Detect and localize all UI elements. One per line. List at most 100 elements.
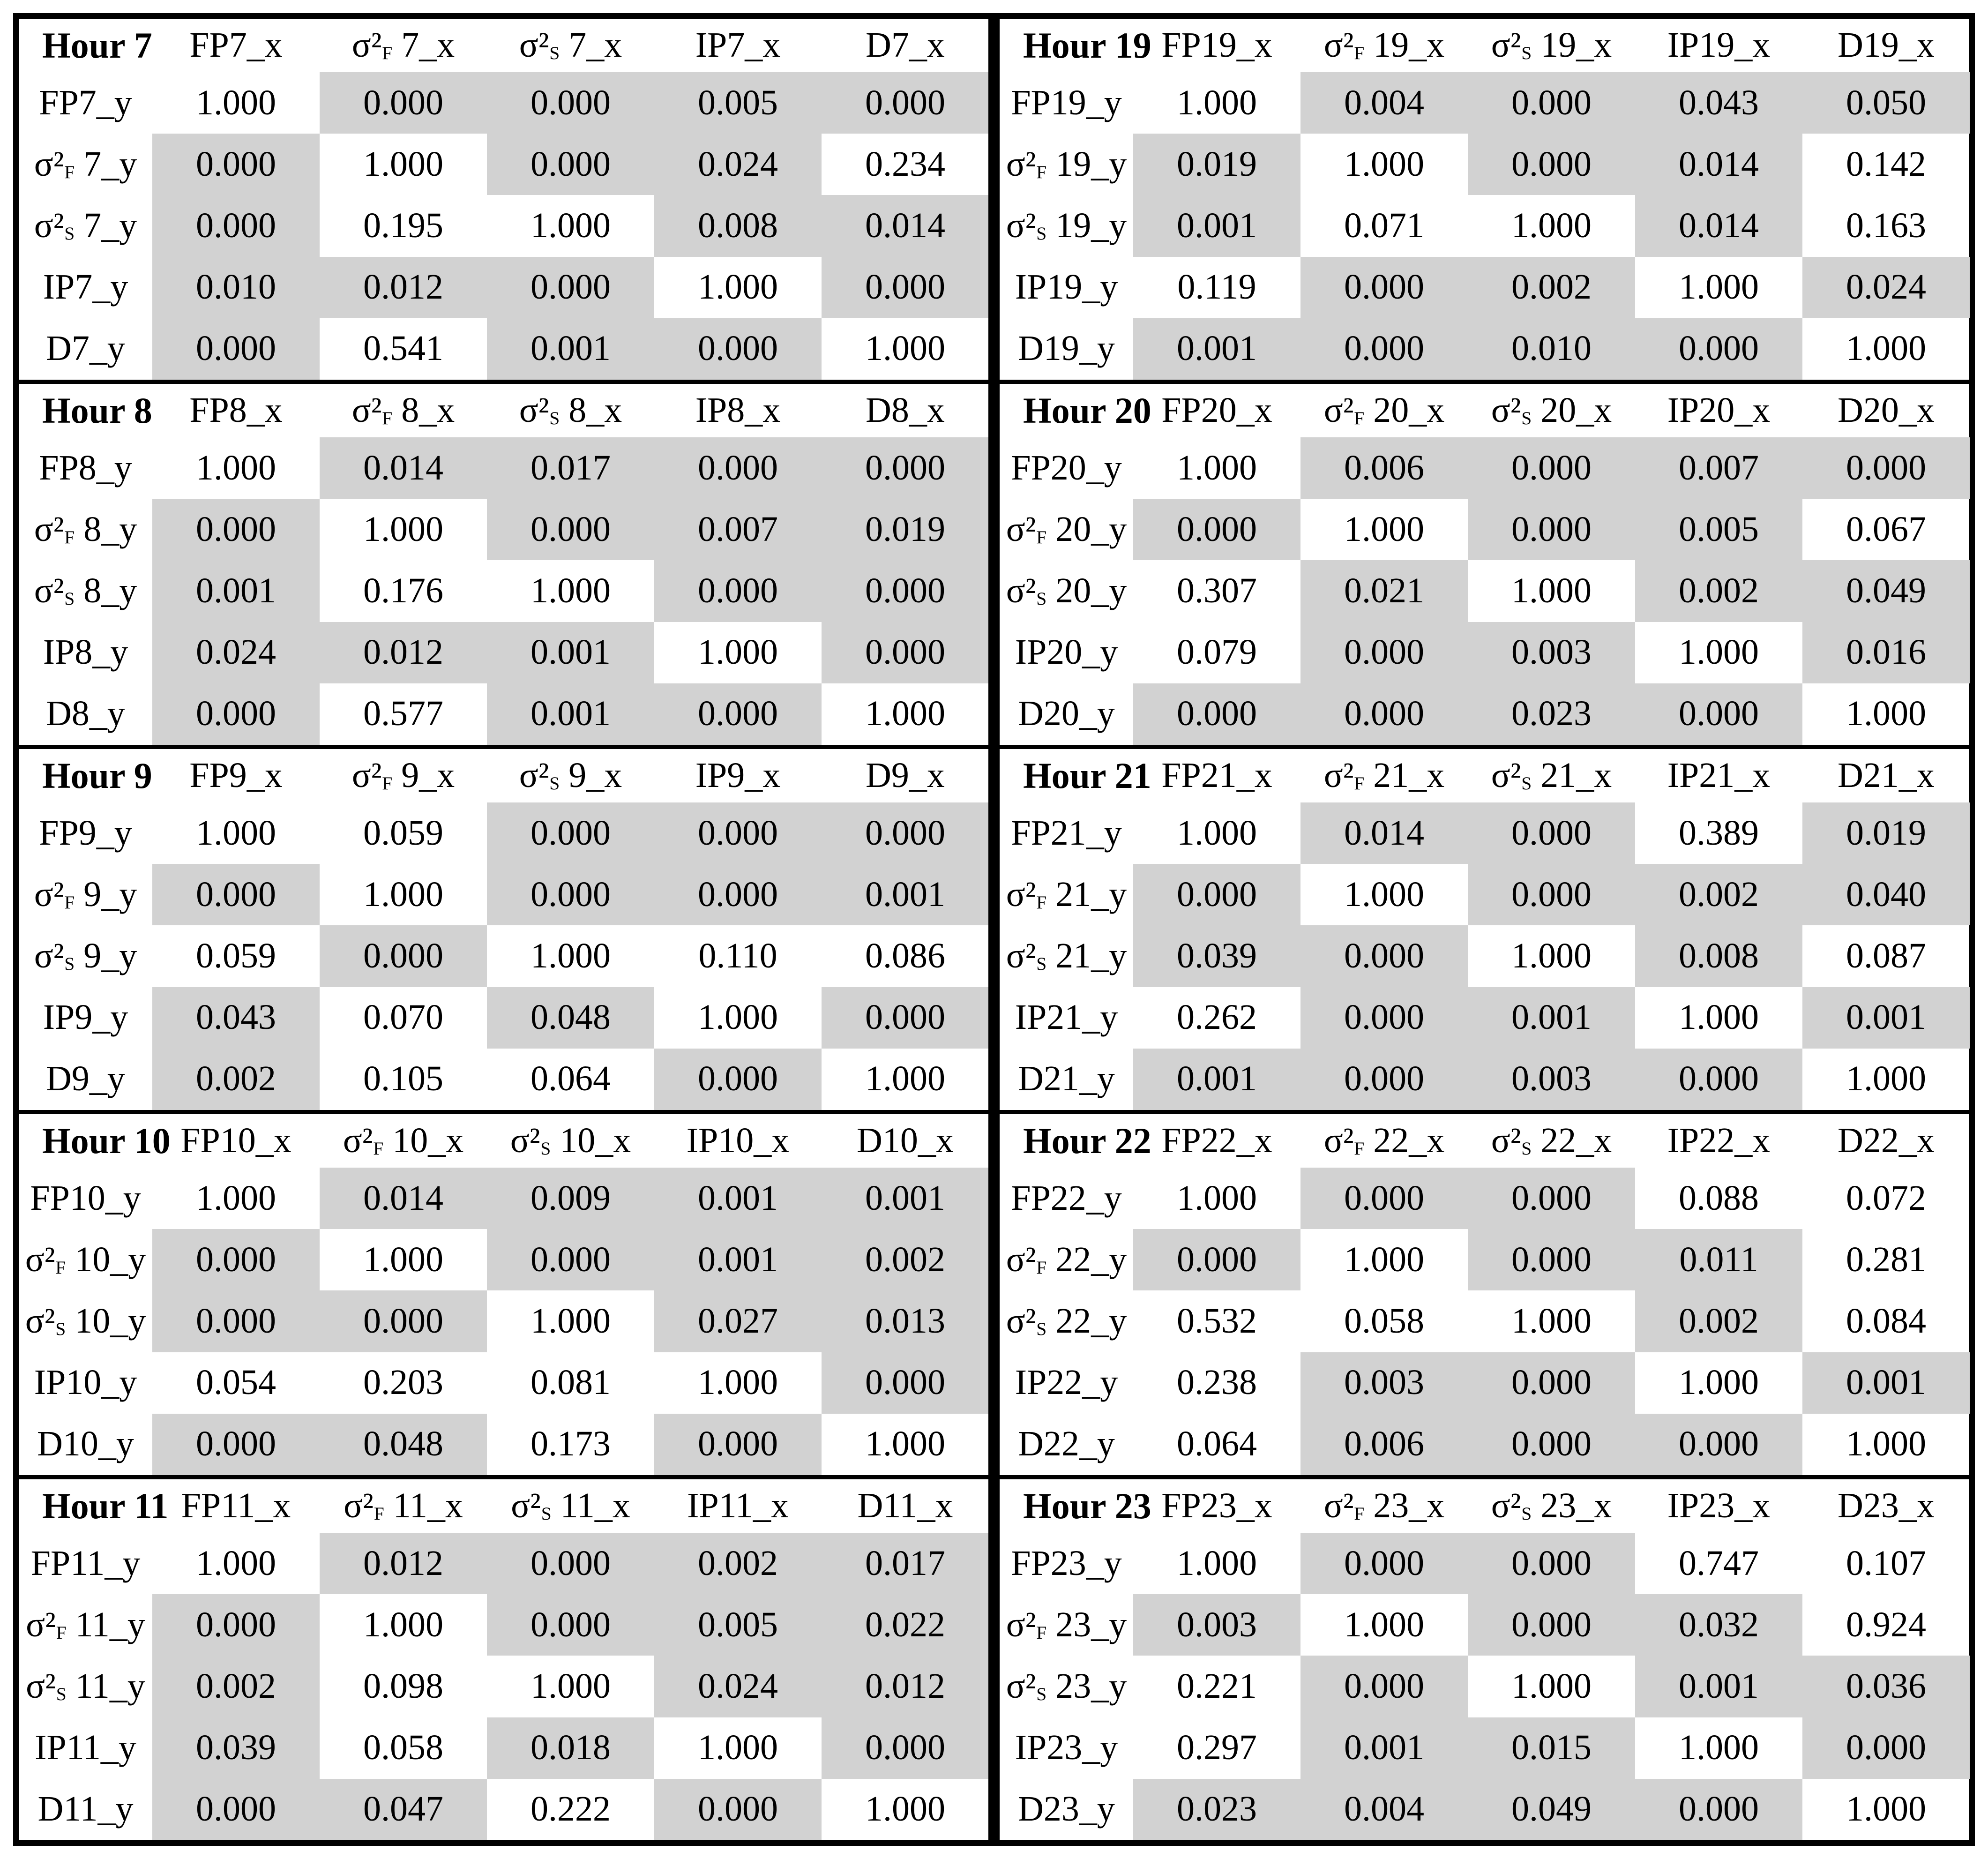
value-cell: 1.000 — [865, 694, 945, 734]
column-header: IP21_x — [1667, 756, 1771, 795]
value-cell: 1.000 — [196, 813, 276, 853]
column-header: FP22_x — [1161, 1121, 1272, 1161]
value-cell: 0.001 — [1802, 987, 1970, 1049]
value-cell: 0.010 — [1468, 318, 1635, 380]
column-header: FP23_x — [1161, 1486, 1272, 1526]
value-cell: 0.007 — [1635, 437, 1802, 499]
value-cell: 0.000 — [1300, 1168, 1468, 1229]
column-header: FP10_x — [180, 1121, 291, 1161]
value-cell: 0.004 — [1300, 1778, 1468, 1840]
value-cell: 1.000 — [1177, 448, 1257, 487]
header-row: Hour 10 FP10_x σ²F 10_x σ²S 10_x IP10_x D10_x — [19, 1114, 989, 1168]
data-row: IP7_y 0.010 0.012 0.000 1.000 0.000 — [19, 256, 989, 318]
value-cell: 0.000 — [1133, 1229, 1300, 1291]
value-cell: 1.000 — [698, 1728, 778, 1768]
value-cell: 0.011 — [1635, 1229, 1802, 1291]
row-label: FP20_y — [1011, 448, 1122, 487]
sigma-subscript: S — [1036, 223, 1047, 244]
sigma-subscript: F — [1036, 526, 1047, 547]
block-row: Hour 7 FP7_x σ²F 7_x σ²S 7_x IP7_x D7_x FP7_y 1… — [19, 19, 1970, 380]
row-label: D7_y — [46, 329, 125, 368]
value-cell: 0.019 — [822, 499, 989, 561]
value-cell: 0.203 — [363, 1363, 443, 1402]
row-label: FP10_y — [30, 1178, 141, 1218]
header-row: Hour 20 FP20_x σ²F 20_x σ²S 20_x IP20_x D20_x — [1000, 384, 1970, 437]
sigma-subscript: S — [1036, 1683, 1047, 1704]
value-cell: 0.000 — [152, 1413, 320, 1475]
value-cell: 0.000 — [1468, 1168, 1635, 1229]
data-row: FP7_y 1.000 0.000 0.000 0.005 0.000 — [19, 72, 989, 134]
row-label: σ²S 21_y — [1006, 936, 1127, 976]
data-row: σ²F 21_y 0.000 1.000 0.000 0.002 0.040 — [1000, 864, 1970, 926]
value-cell: 0.577 — [363, 694, 443, 734]
data-row: σ²F 8_y 0.000 1.000 0.000 0.007 0.019 — [19, 499, 989, 561]
value-cell: 0.064 — [1177, 1424, 1257, 1464]
value-cell: 0.000 — [822, 256, 989, 318]
value-cell: 0.000 — [1468, 802, 1635, 864]
value-cell: 1.000 — [531, 936, 611, 976]
value-cell: 0.001 — [1468, 987, 1635, 1049]
row-label: D22_y — [1018, 1424, 1115, 1464]
sigma-subscript: S — [1521, 1138, 1532, 1159]
sigma-subscript: S — [1521, 42, 1532, 63]
data-row: σ²S 10_y 0.000 0.000 1.000 0.027 0.013 — [19, 1290, 989, 1352]
column-header: σ²S 7_x — [519, 25, 622, 65]
value-cell: 1.000 — [1679, 267, 1759, 307]
value-cell: 0.000 — [654, 683, 822, 745]
value-cell: 0.000 — [152, 1229, 320, 1291]
value-cell: 1.000 — [1177, 1543, 1257, 1583]
value-cell: 0.000 — [1300, 1048, 1468, 1110]
header-row: Hour 21 FP21_x σ²F 21_x σ²S 21_x IP21_x D21_x — [1000, 749, 1970, 802]
value-cell: 1.000 — [1344, 509, 1424, 549]
value-cell: 0.012 — [320, 622, 487, 683]
value-cell: 1.000 — [1679, 1363, 1759, 1402]
value-cell: 0.173 — [531, 1424, 611, 1464]
value-cell: 0.234 — [865, 144, 945, 184]
data-row: σ²F 23_y 0.003 1.000 0.000 0.032 0.924 — [1000, 1594, 1970, 1656]
value-cell: 0.107 — [1846, 1543, 1926, 1583]
value-cell: 0.022 — [822, 1594, 989, 1656]
value-cell: 0.000 — [654, 437, 822, 499]
value-cell: 1.000 — [1846, 1789, 1926, 1829]
hour-title: Hour 11 — [42, 1485, 169, 1527]
hour-table-21: Hour 21 FP21_x σ²F 21_x σ²S 21_x IP21_x D21_x… — [1000, 749, 1970, 1110]
sigma-subscript: F — [373, 1138, 384, 1159]
column-header: IP10_x — [686, 1121, 790, 1161]
header-row: Hour 8 FP8_x σ²F 8_x σ²S 8_x IP8_x D8_x — [19, 384, 989, 437]
value-cell: 0.002 — [654, 1533, 822, 1595]
value-cell: 1.000 — [1846, 694, 1926, 734]
value-cell: 0.043 — [1635, 72, 1802, 134]
column-header: FP21_x — [1161, 756, 1272, 795]
sigma-subscript: S — [1521, 407, 1532, 428]
column-header: σ²F 20_x — [1323, 390, 1445, 430]
hour-block-21: Hour 21 FP21_x σ²F 21_x σ²S 21_x IP21_x D21_x… — [988, 749, 1970, 1110]
row-label: IP21_y — [1015, 997, 1118, 1037]
value-cell: 0.002 — [1635, 1290, 1802, 1352]
value-cell: 0.297 — [1177, 1728, 1257, 1768]
row-label: σ²F 11_y — [26, 1604, 145, 1644]
data-row: FP8_y 1.000 0.014 0.017 0.000 0.000 — [19, 437, 989, 499]
data-row: IP9_y 0.043 0.070 0.048 1.000 0.000 — [19, 987, 989, 1049]
value-cell: 0.027 — [654, 1290, 822, 1352]
column-header: IP8_x — [695, 390, 781, 430]
value-cell: 1.000 — [196, 82, 276, 122]
sigma-subscript: S — [541, 1503, 552, 1524]
hour-table-7: Hour 7 FP7_x σ²F 7_x σ²S 7_x IP7_x D7_x FP7_y 1… — [19, 19, 989, 380]
value-cell: 0.019 — [1133, 134, 1300, 195]
value-cell: 0.000 — [1468, 1533, 1635, 1595]
value-cell: 0.001 — [654, 1229, 822, 1291]
header-row: Hour 22 FP22_x σ²F 22_x σ²S 22_x IP22_x D22_x — [1000, 1114, 1970, 1168]
value-cell: 0.001 — [1133, 195, 1300, 257]
row-label: σ²F 20_y — [1006, 509, 1127, 549]
sigma-subscript: F — [382, 772, 393, 794]
row-label: IP19_y — [1015, 267, 1118, 307]
row-label: σ²S 11_y — [26, 1666, 145, 1706]
value-cell: 0.098 — [363, 1666, 443, 1706]
hour-table-19: Hour 19 FP19_x σ²F 19_x σ²S 19_x IP19_x D19_x… — [1000, 19, 1970, 380]
value-cell: 0.001 — [487, 683, 654, 745]
column-header: IP20_x — [1667, 390, 1771, 430]
value-cell: 1.000 — [196, 1178, 276, 1218]
sigma-subscript: S — [1036, 1318, 1047, 1339]
data-row: σ²S 20_y 0.307 0.021 1.000 0.002 0.049 — [1000, 560, 1970, 622]
row-label: D19_y — [1018, 329, 1115, 368]
